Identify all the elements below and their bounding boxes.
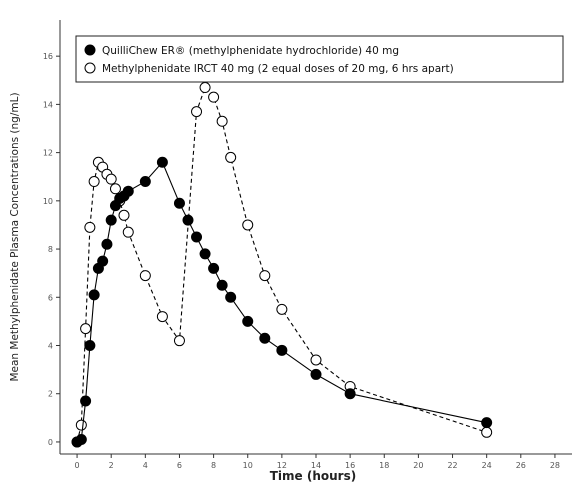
- series-2-point: [199, 82, 211, 94]
- y-tick-label: 0: [48, 438, 53, 447]
- y-tick-label: 4: [48, 342, 53, 351]
- y-tick-label: 6: [48, 293, 53, 302]
- series-2-point: [216, 115, 228, 127]
- legend-box: [75, 35, 564, 83]
- x-tick-label: 12: [277, 461, 287, 470]
- y-tick-label: 10: [43, 197, 53, 206]
- legend-label-series-2: Methylphenidate IRCT 40 mg (2 equal dose…: [102, 63, 454, 75]
- series-2-point: [105, 173, 117, 185]
- series-1-point: [191, 231, 203, 243]
- series-1-point: [208, 262, 220, 274]
- series-1-point: [344, 388, 356, 400]
- legend: QuilliChew ER® (methylphenidate hydrochl…: [75, 35, 564, 83]
- series-2-point: [109, 183, 121, 195]
- series-2-point: [84, 221, 96, 233]
- legend-label-series-1: QuilliChew ER® (methylphenidate hydrochl…: [102, 45, 399, 57]
- series-2-line: [76, 86, 487, 443]
- x-tick-label: 18: [379, 461, 389, 470]
- y-tick-label: 8: [48, 245, 53, 254]
- series-1-point: [199, 248, 211, 260]
- x-tick-label: 6: [177, 461, 182, 470]
- x-tick-label: 20: [413, 461, 423, 470]
- series-1-point: [122, 185, 134, 197]
- x-tick-label: 26: [516, 461, 526, 470]
- legend-marker-filled-circle: [84, 44, 96, 56]
- series-1-point: [101, 238, 113, 250]
- series-1-point: [276, 344, 288, 356]
- series-2-point: [88, 176, 100, 188]
- series-2-point: [139, 270, 151, 282]
- series-1-point: [182, 214, 194, 226]
- series-2-point: [122, 226, 134, 238]
- y-axis-title: Mean Methylphenidate Plasma Concentratio…: [9, 92, 21, 381]
- x-tick-label: 4: [143, 461, 148, 470]
- x-tick-label: 2: [109, 461, 114, 470]
- series-2-point: [242, 219, 254, 231]
- series-1-line: [76, 161, 487, 443]
- y-tick-label: 16: [43, 52, 53, 61]
- axes: [59, 20, 572, 455]
- x-tick-label: 14: [311, 461, 321, 470]
- x-tick-label: 10: [243, 461, 253, 470]
- series-1: [71, 156, 493, 448]
- series-2-point: [75, 419, 87, 431]
- series-2-point: [173, 335, 185, 347]
- series-1-point: [97, 255, 109, 267]
- series-2-point: [191, 106, 203, 118]
- series-2-point: [118, 209, 130, 221]
- series: [71, 82, 493, 448]
- x-tick-label: 28: [550, 461, 560, 470]
- series-1-point: [156, 156, 168, 168]
- series-1-point: [481, 417, 493, 429]
- y-tick-label: 12: [43, 149, 53, 158]
- series-2-point: [80, 323, 92, 335]
- series-1-point: [225, 291, 237, 303]
- series-1-point: [88, 289, 100, 301]
- series-1-point: [80, 395, 92, 407]
- series-2-point: [156, 311, 168, 323]
- series-1-point: [216, 279, 228, 291]
- x-tick-label: 24: [482, 461, 492, 470]
- series-1-point: [75, 434, 87, 446]
- y-tick-label: 2: [48, 390, 53, 399]
- series-1-point: [310, 368, 322, 380]
- x-tick-label: 8: [211, 461, 216, 470]
- series-2-point: [259, 270, 271, 282]
- series-1-point: [173, 197, 185, 209]
- series-2-point: [276, 303, 288, 315]
- series-1-point: [139, 176, 151, 188]
- series-1-point: [105, 214, 117, 226]
- series-1-point: [242, 315, 254, 327]
- series-2: [71, 82, 493, 448]
- series-2-point: [225, 151, 237, 163]
- x-tick-label: 0: [75, 461, 80, 470]
- series-2-point: [310, 354, 322, 366]
- series-1-point: [259, 332, 271, 344]
- series-1-point: [84, 340, 96, 351]
- y-tick-label: 14: [43, 100, 53, 109]
- series-2-point: [208, 91, 220, 103]
- legend-marker-open-circle: [84, 62, 96, 74]
- x-axis-title: Time (hours): [270, 469, 356, 483]
- series-2-point: [481, 426, 493, 438]
- x-tick-label: 16: [345, 461, 355, 470]
- x-tick-label: 22: [447, 461, 457, 470]
